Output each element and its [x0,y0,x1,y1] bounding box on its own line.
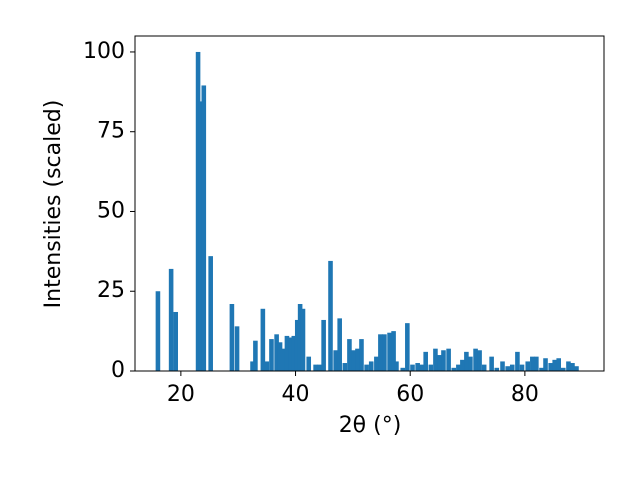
bar [539,367,544,371]
bar [391,331,396,371]
bar [423,351,428,371]
bar [460,359,465,371]
bar [253,340,258,371]
plot-frame [134,35,605,372]
y-tick-label: 100 [83,39,125,64]
bar [284,335,290,371]
bar [552,359,557,371]
y-tick-label: 50 [97,198,125,223]
bar [274,334,279,371]
bar [525,361,531,371]
bar [347,339,352,371]
bar [374,356,379,371]
bar [198,101,204,372]
bar [543,358,548,371]
y-axis-label: Intensities (scaled) [41,100,66,309]
x-tick-label: 20 [167,382,195,407]
bar [505,366,510,371]
x-tick-label: 80 [511,382,539,407]
x-axis-label: 2θ (°) [339,413,402,438]
bar [368,361,374,371]
bar [410,364,415,371]
bar [441,350,446,371]
bar [351,350,356,371]
bar [333,350,338,371]
bar [306,356,312,371]
bar [560,367,566,371]
bar [297,304,303,371]
bar [451,367,457,371]
bar [321,319,326,371]
bar [378,334,383,371]
bar [359,339,364,371]
bar [280,348,286,371]
bar [477,350,482,371]
bar [317,364,322,371]
bar [229,304,235,371]
bar [387,332,392,371]
bar [201,85,207,371]
bar [428,364,434,371]
bar [234,326,240,371]
bar [400,367,406,371]
bar [264,361,270,371]
bar [288,337,294,371]
bar [382,334,387,371]
y-tick-label: 25 [97,278,125,303]
bar [155,291,161,371]
bar [437,355,442,371]
bar [509,364,515,371]
bar [574,366,579,371]
bar [433,348,438,371]
bar [313,364,318,371]
bar [269,339,274,371]
bar [519,364,525,371]
bar [481,364,487,371]
bar [500,361,505,371]
bar [556,358,561,371]
bar [250,361,255,371]
bar [260,308,266,371]
bar [195,51,201,371]
bar [570,363,575,371]
x-tick-label: 60 [396,382,424,407]
bar [548,363,553,371]
bar [208,256,213,371]
bar [566,361,571,371]
bar [355,348,360,371]
bar [446,348,451,371]
bar [294,319,300,371]
bar [456,364,461,371]
bar [405,323,410,371]
bar [468,356,473,371]
bar [515,351,520,371]
bar [489,356,494,371]
x-tick-label: 40 [282,382,310,407]
bar [364,364,369,371]
bar [337,318,342,371]
bar [534,356,539,371]
bar [168,268,174,371]
bar [464,351,469,371]
y-tick-label: 0 [111,358,125,383]
y-tick-label: 75 [97,119,125,144]
bar [342,363,348,371]
bar [277,342,283,371]
bar [300,308,306,371]
bar [394,361,399,371]
bar [415,363,420,371]
bar [530,356,535,371]
bar [328,260,333,371]
bar [291,335,297,371]
bar [494,367,500,371]
bar [419,364,424,371]
bar [473,348,478,371]
bar [173,311,179,371]
